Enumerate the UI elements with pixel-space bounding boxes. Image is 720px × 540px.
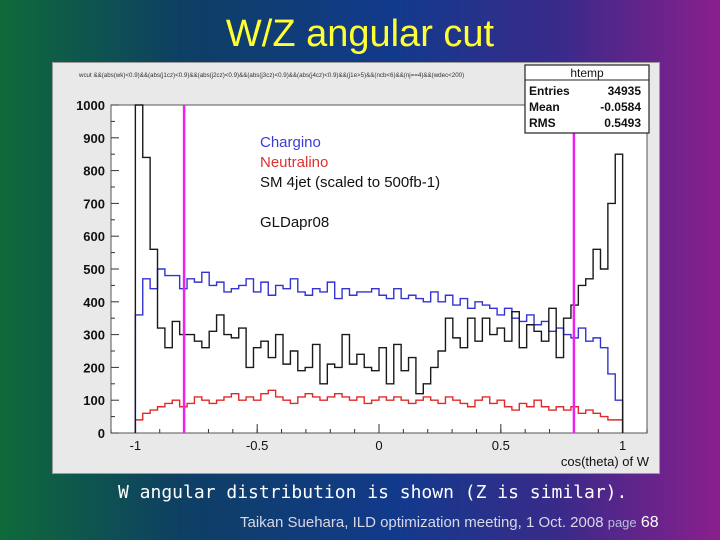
stats-label: Entries bbox=[529, 84, 570, 98]
legend-entry: Chargino bbox=[260, 134, 321, 151]
y-tick-label: 900 bbox=[83, 131, 105, 146]
stats-box bbox=[524, 64, 650, 134]
stats-label: Mean bbox=[529, 100, 560, 114]
y-tick-label: 1000 bbox=[76, 98, 105, 113]
histogram-svg: wcut &&(abs(wk)<0.9)&&(abs(j1cz)<0.9)&&(… bbox=[76, 64, 650, 469]
y-tick-label: 500 bbox=[83, 262, 105, 277]
x-tick-label: -0.5 bbox=[246, 438, 268, 453]
series-line bbox=[134, 389, 624, 433]
slide-caption: W angular distribution is shown (Z is si… bbox=[118, 482, 628, 503]
y-tick-label: 0 bbox=[98, 426, 105, 441]
y-tick-label: 600 bbox=[83, 229, 105, 244]
slide-footer: Taikan Suehara, ILD optimization meeting… bbox=[240, 514, 659, 532]
x-tick-label: 1 bbox=[619, 438, 626, 453]
x-tick-label: 0.5 bbox=[492, 438, 510, 453]
stats-label: RMS bbox=[529, 116, 556, 130]
y-tick-label: 800 bbox=[83, 164, 105, 179]
page-label: page bbox=[607, 515, 637, 530]
cut-string: wcut &&(abs(wk)<0.9)&&(abs(j1cz)<0.9)&&(… bbox=[78, 72, 464, 79]
x-tick-label: 0 bbox=[375, 438, 382, 453]
series-line bbox=[134, 268, 624, 433]
page-number: 68 bbox=[640, 514, 659, 531]
stats-value: -0.0584 bbox=[600, 100, 641, 114]
y-tick-label: 200 bbox=[83, 360, 105, 375]
plot-area bbox=[110, 104, 648, 434]
footer-credit: Taikan Suehara, ILD optimization meeting… bbox=[240, 514, 604, 531]
y-tick-label: 700 bbox=[83, 196, 105, 211]
stats-value: 0.5493 bbox=[604, 116, 641, 130]
histogram-plot: wcut &&(abs(wk)<0.9)&&(abs(j1cz)<0.9)&&(… bbox=[52, 62, 660, 474]
legend-entry: SM 4jet (scaled to 500fb-1) bbox=[260, 174, 440, 191]
y-tick-label: 300 bbox=[83, 328, 105, 343]
y-tick-label: 100 bbox=[83, 393, 105, 408]
stats-title: htemp bbox=[570, 66, 604, 80]
y-tick-label: 400 bbox=[83, 295, 105, 310]
legend-note: GLDapr08 bbox=[260, 214, 329, 231]
legend-entry: Neutralino bbox=[260, 154, 328, 171]
stats-value: 34935 bbox=[608, 84, 642, 98]
series-line bbox=[134, 104, 624, 433]
x-tick-label: -1 bbox=[130, 438, 142, 453]
slide-title: W/Z angular cut bbox=[225, 13, 495, 55]
x-axis-label: cos(theta) of W bbox=[561, 454, 650, 469]
